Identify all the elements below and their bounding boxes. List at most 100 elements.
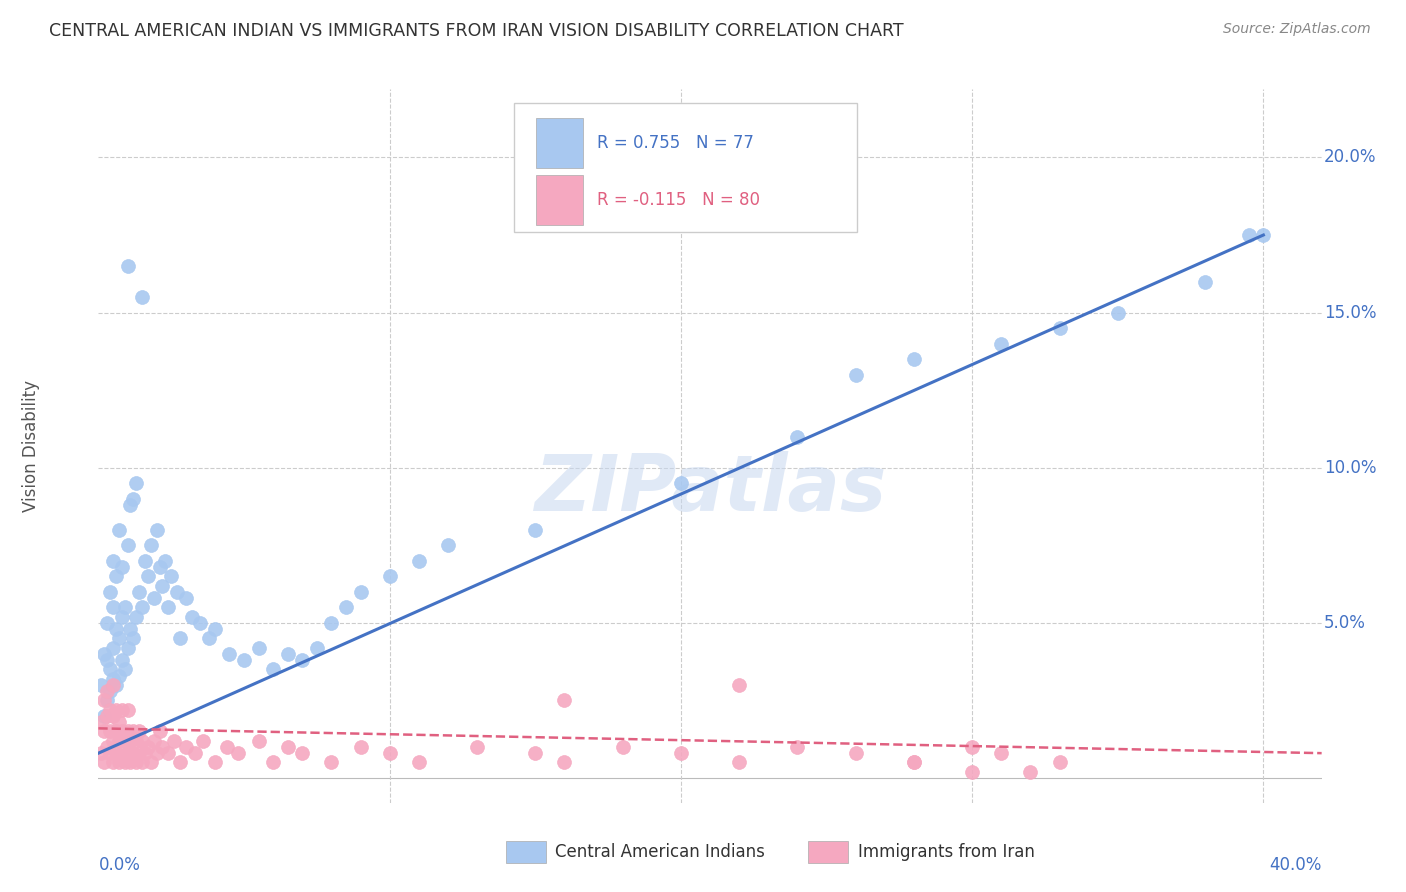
Point <box>553 756 575 770</box>
Point <box>142 733 165 747</box>
Point <box>93 724 115 739</box>
Point <box>1194 275 1216 289</box>
Point <box>1107 305 1129 319</box>
Point <box>990 336 1012 351</box>
Point <box>465 739 488 754</box>
Point <box>104 569 127 583</box>
Point <box>669 476 692 491</box>
Point <box>134 554 156 568</box>
Point <box>90 678 112 692</box>
Point <box>114 756 136 770</box>
Point <box>291 746 314 760</box>
Point <box>136 569 159 583</box>
Point <box>128 584 150 599</box>
Text: R = 0.755   N = 77: R = 0.755 N = 77 <box>598 134 755 152</box>
Point <box>108 523 131 537</box>
Point <box>117 746 139 760</box>
Point <box>108 733 131 747</box>
Point <box>152 739 174 754</box>
Point <box>117 640 139 655</box>
Point <box>98 662 121 676</box>
Point <box>104 622 127 636</box>
Text: 20.0%: 20.0% <box>1324 148 1376 167</box>
Point <box>125 756 148 770</box>
Text: Immigrants from Iran: Immigrants from Iran <box>858 843 1035 861</box>
Point <box>96 693 118 707</box>
Text: R = -0.115   N = 80: R = -0.115 N = 80 <box>598 191 761 209</box>
Point <box>305 640 328 655</box>
Point <box>903 352 925 367</box>
Point <box>122 632 145 646</box>
Point <box>145 746 167 760</box>
Point <box>98 703 121 717</box>
Point <box>117 538 139 552</box>
Point <box>96 653 118 667</box>
Text: 10.0%: 10.0% <box>1324 458 1376 476</box>
Point <box>1253 227 1275 242</box>
Point <box>98 684 121 698</box>
Point <box>104 703 127 717</box>
Point <box>990 746 1012 760</box>
Point <box>349 739 371 754</box>
Point <box>1049 756 1071 770</box>
Point <box>104 724 127 739</box>
Point <box>1237 227 1260 242</box>
Point <box>169 756 191 770</box>
Point <box>524 746 547 760</box>
Point <box>204 622 226 636</box>
Point <box>215 739 238 754</box>
Point <box>122 491 145 506</box>
Point <box>101 678 124 692</box>
Point <box>101 756 124 770</box>
Point <box>122 746 145 760</box>
Point <box>669 746 692 760</box>
Text: Central American Indians: Central American Indians <box>555 843 765 861</box>
Point <box>408 554 430 568</box>
Point <box>136 739 159 754</box>
Point <box>149 724 172 739</box>
Point <box>262 662 284 676</box>
Point <box>114 600 136 615</box>
Point <box>378 569 401 583</box>
Text: 15.0%: 15.0% <box>1324 303 1376 322</box>
Point <box>108 632 131 646</box>
Point <box>101 640 124 655</box>
Point <box>188 615 212 630</box>
Point <box>160 569 183 583</box>
Point <box>157 746 180 760</box>
Text: 40.0%: 40.0% <box>1270 855 1322 873</box>
Point <box>93 647 115 661</box>
Bar <box>536 118 583 168</box>
Point <box>111 724 134 739</box>
Point <box>93 709 115 723</box>
Point <box>125 609 148 624</box>
Point <box>262 756 284 770</box>
Point <box>218 647 240 661</box>
Point <box>198 632 221 646</box>
Bar <box>536 175 583 225</box>
Point <box>90 746 112 760</box>
Point <box>321 756 343 770</box>
Point <box>145 523 167 537</box>
Point <box>101 733 124 747</box>
Point <box>111 746 134 760</box>
Point <box>128 724 150 739</box>
Point <box>378 746 401 760</box>
Point <box>845 368 868 382</box>
Point <box>291 653 314 667</box>
Point <box>98 584 121 599</box>
Point <box>101 554 124 568</box>
Point <box>786 739 808 754</box>
Text: 5.0%: 5.0% <box>1324 614 1367 632</box>
Point <box>152 579 174 593</box>
Point <box>233 653 256 667</box>
Point <box>111 653 134 667</box>
Point <box>101 600 124 615</box>
Point <box>321 615 343 630</box>
Point <box>277 739 299 754</box>
Point <box>169 632 191 646</box>
Point <box>142 591 165 605</box>
Point <box>139 756 162 770</box>
Point <box>437 538 460 552</box>
Point <box>108 715 131 730</box>
